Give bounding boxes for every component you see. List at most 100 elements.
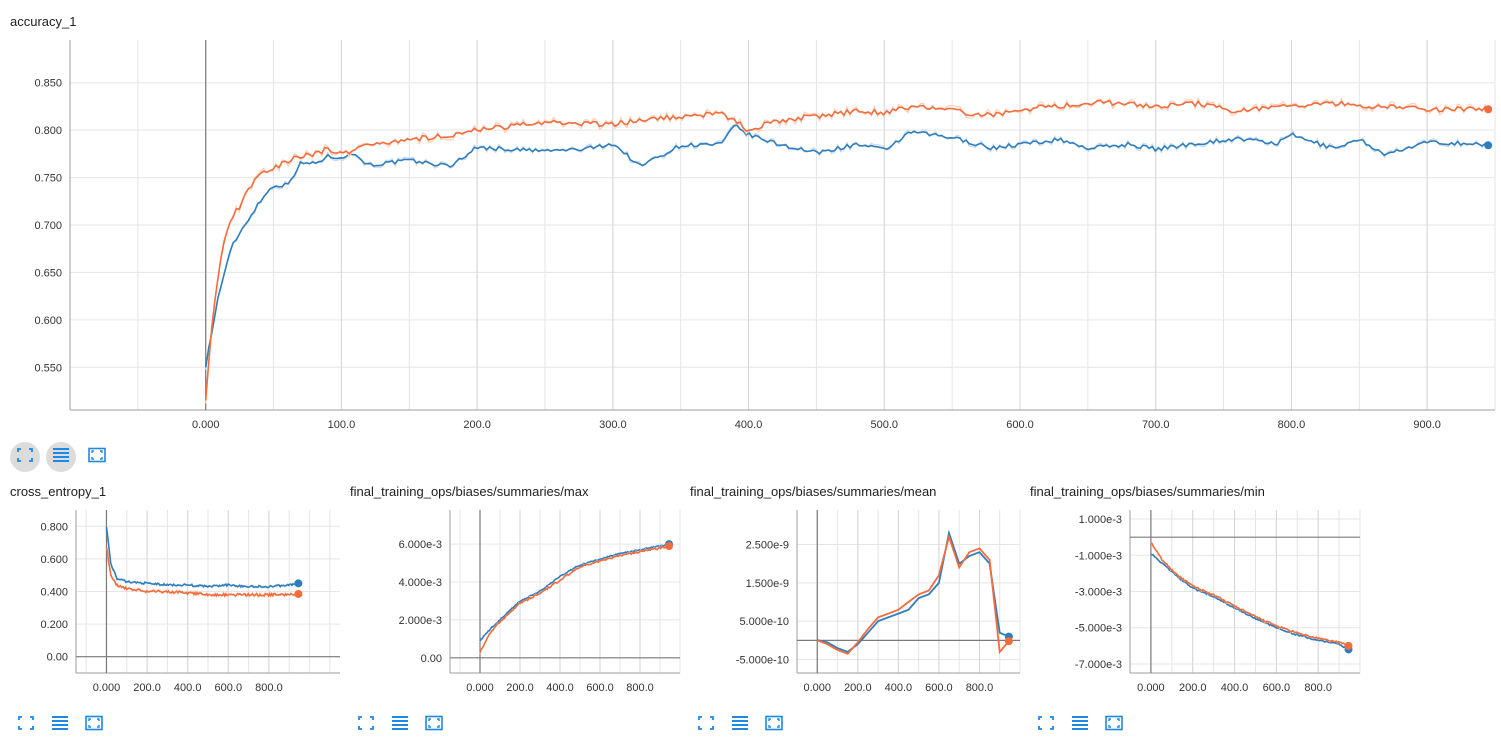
fit-to-domain-icon <box>358 715 374 730</box>
y-tick-label: -5.000e-10 <box>736 655 789 667</box>
chart-plot-biases-min[interactable]: -7.000e-3 -5.000e-3 -3.000e-3 -1.000e-3 1.00… <box>1075 510 1361 698</box>
x-tick-label: 200.0 <box>133 682 161 694</box>
toggle-log-scale-button[interactable] <box>1068 714 1092 736</box>
x-tick-label: 400.0 <box>546 682 574 694</box>
x-tick-label: 200.0 <box>844 682 872 694</box>
toggle-log-scale-button[interactable] <box>388 714 412 736</box>
chart-title: final_training_ops/biases/summaries/mean <box>690 484 937 499</box>
x-tick-label: 500.0 <box>871 419 899 431</box>
chart-title: cross_entropy_1 <box>10 484 107 499</box>
x-tick-label: 300.0 <box>599 419 627 431</box>
toggle-log-scale-button[interactable] <box>728 714 752 736</box>
toggle-log-scale-icon <box>732 715 748 730</box>
chart-toolbar <box>10 442 112 472</box>
x-tick-label: 600.0 <box>1263 682 1291 694</box>
toggle-log-scale-button[interactable] <box>46 442 76 472</box>
toggle-log-scale-icon <box>52 715 68 730</box>
y-tick-label: 1.500e-9 <box>746 578 789 590</box>
y-tick-label: 0.00 <box>47 652 68 664</box>
x-tick-label: 600.0 <box>1006 419 1034 431</box>
series-line <box>816 533 1010 655</box>
series-end-point <box>1484 141 1493 150</box>
fit-to-domain-button[interactable] <box>10 442 40 472</box>
x-tick-label: 200.0 <box>506 682 534 694</box>
chart-plot-accuracy[interactable]: 0.550 0.600 0.650 0.700 0.750 0.800 0.850 0.000… <box>34 40 1496 435</box>
expand-chart-button[interactable] <box>422 714 446 736</box>
x-tick-label: 800.0 <box>1278 419 1306 431</box>
series-raw-line <box>479 544 670 654</box>
series-line <box>105 527 299 589</box>
expand-chart-icon <box>85 715 103 730</box>
x-tick-label: 0.000 <box>192 419 220 431</box>
x-tick-label: 600.0 <box>215 682 243 694</box>
chart-plot-biases-max[interactable]: 0.00 2.000e-3 4.000e-3 6.000e-3 0.000 200.0 40… <box>399 510 681 698</box>
x-tick-label: 400.0 <box>1221 682 1249 694</box>
chart-title: final_training_ops/biases/summaries/min <box>1030 484 1265 499</box>
x-tick-label: 400.0 <box>174 682 202 694</box>
chart-title: final_training_ops/biases/summaries/max <box>350 484 589 499</box>
series-end-point <box>1004 637 1013 646</box>
x-tick-label: 800.0 <box>966 682 994 694</box>
y-tick-label: 2.000e-3 <box>399 615 442 627</box>
fit-to-domain-button[interactable] <box>694 714 718 736</box>
chart-card-biases-max: final_training_ops/biases/summaries/max … <box>340 476 685 750</box>
expand-chart-icon <box>1105 715 1123 730</box>
chart-toolbar <box>1034 714 1126 736</box>
y-tick-label: 0.00 <box>421 653 442 665</box>
x-tick-label: 0.000 <box>804 682 832 694</box>
y-tick-label: 0.550 <box>34 362 62 374</box>
series-raw-line <box>1150 553 1349 650</box>
series-end-point <box>665 542 673 551</box>
x-tick-label: 200.0 <box>463 419 491 431</box>
toggle-log-scale-icon <box>392 715 408 730</box>
expand-chart-button[interactable] <box>1102 714 1126 736</box>
fit-to-domain-icon <box>698 715 714 730</box>
expand-chart-icon <box>425 715 443 730</box>
series-line <box>1150 553 1349 650</box>
fit-to-domain-button[interactable] <box>1034 714 1058 736</box>
chart-toolbar <box>14 714 106 736</box>
x-tick-label: 800.0 <box>626 682 654 694</box>
x-tick-label: 400.0 <box>735 419 763 431</box>
chart-plot-biases-mean[interactable]: -5.000e-10 5.000e-10 1.500e-9 2.500e-9 0.000… <box>736 510 1021 698</box>
y-tick-label: 6.000e-3 <box>399 539 442 551</box>
expand-chart-icon <box>765 715 783 730</box>
chart-toolbar <box>694 714 786 736</box>
y-tick-label: 0.850 <box>34 78 62 90</box>
fit-to-domain-button[interactable] <box>354 714 378 736</box>
series-line <box>479 543 670 642</box>
x-tick-label: 0.000 <box>466 682 494 694</box>
y-tick-label: 0.700 <box>34 220 62 232</box>
expand-chart-button[interactable] <box>762 714 786 736</box>
y-tick-label: 0.400 <box>40 587 68 599</box>
chart-plot-cross-entropy[interactable]: 0.00 0.200 0.400 0.600 0.800 0.000 200.0 400.0 6… <box>40 510 340 698</box>
fit-to-domain-icon <box>17 447 33 462</box>
y-tick-label: 0.600 <box>34 315 62 327</box>
y-tick-label: 0.800 <box>34 125 62 137</box>
x-tick-label: 800.0 <box>1304 682 1332 694</box>
y-tick-label: 1.000e-3 <box>1079 514 1122 526</box>
y-tick-label: 0.600 <box>40 554 68 566</box>
series-line <box>105 546 299 598</box>
x-tick-label: 100.0 <box>328 419 356 431</box>
x-tick-label: 0.000 <box>1137 682 1165 694</box>
expand-chart-icon <box>88 447 106 462</box>
x-tick-label: 0.000 <box>93 682 121 694</box>
expand-chart-button[interactable] <box>82 714 106 736</box>
expand-chart-button[interactable] <box>82 442 112 472</box>
y-tick-label: -1.000e-3 <box>1075 550 1122 562</box>
chart-card-cross-entropy: cross_entropy_1 0.00 0.200 0.400 0.600 0.800… <box>0 476 345 750</box>
x-tick-label: 600.0 <box>925 682 953 694</box>
toggle-log-scale-icon <box>1072 715 1088 730</box>
toggle-log-scale-button[interactable] <box>48 714 72 736</box>
y-tick-label: 0.800 <box>40 521 68 533</box>
x-tick-label: 200.0 <box>1179 682 1207 694</box>
fit-to-domain-icon <box>1038 715 1054 730</box>
fit-to-domain-icon <box>18 715 34 730</box>
x-tick-label: 700.0 <box>1142 419 1170 431</box>
series-line <box>204 124 1489 368</box>
y-tick-label: 0.750 <box>34 173 62 185</box>
series-line <box>817 529 1010 653</box>
series-line <box>1150 542 1349 647</box>
fit-to-domain-button[interactable] <box>14 714 38 736</box>
